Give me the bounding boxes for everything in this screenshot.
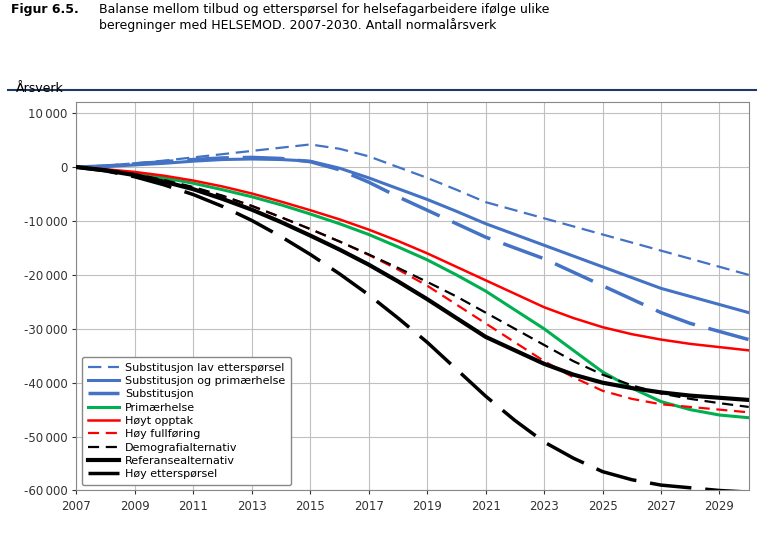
Legend: Substitusjon lav etterspørsel, Substitusjon og primærhelse, Substitusjon, Primær: Substitusjon lav etterspørsel, Substitus… xyxy=(82,357,291,485)
Text: Balanse mellom tilbud og etterspørsel for helsefagarbeidere ifølge ulike
beregni: Balanse mellom tilbud og etterspørsel fo… xyxy=(99,3,549,32)
Text: Årsverk: Årsverk xyxy=(16,81,63,95)
Text: Figur 6.5.: Figur 6.5. xyxy=(11,3,79,16)
